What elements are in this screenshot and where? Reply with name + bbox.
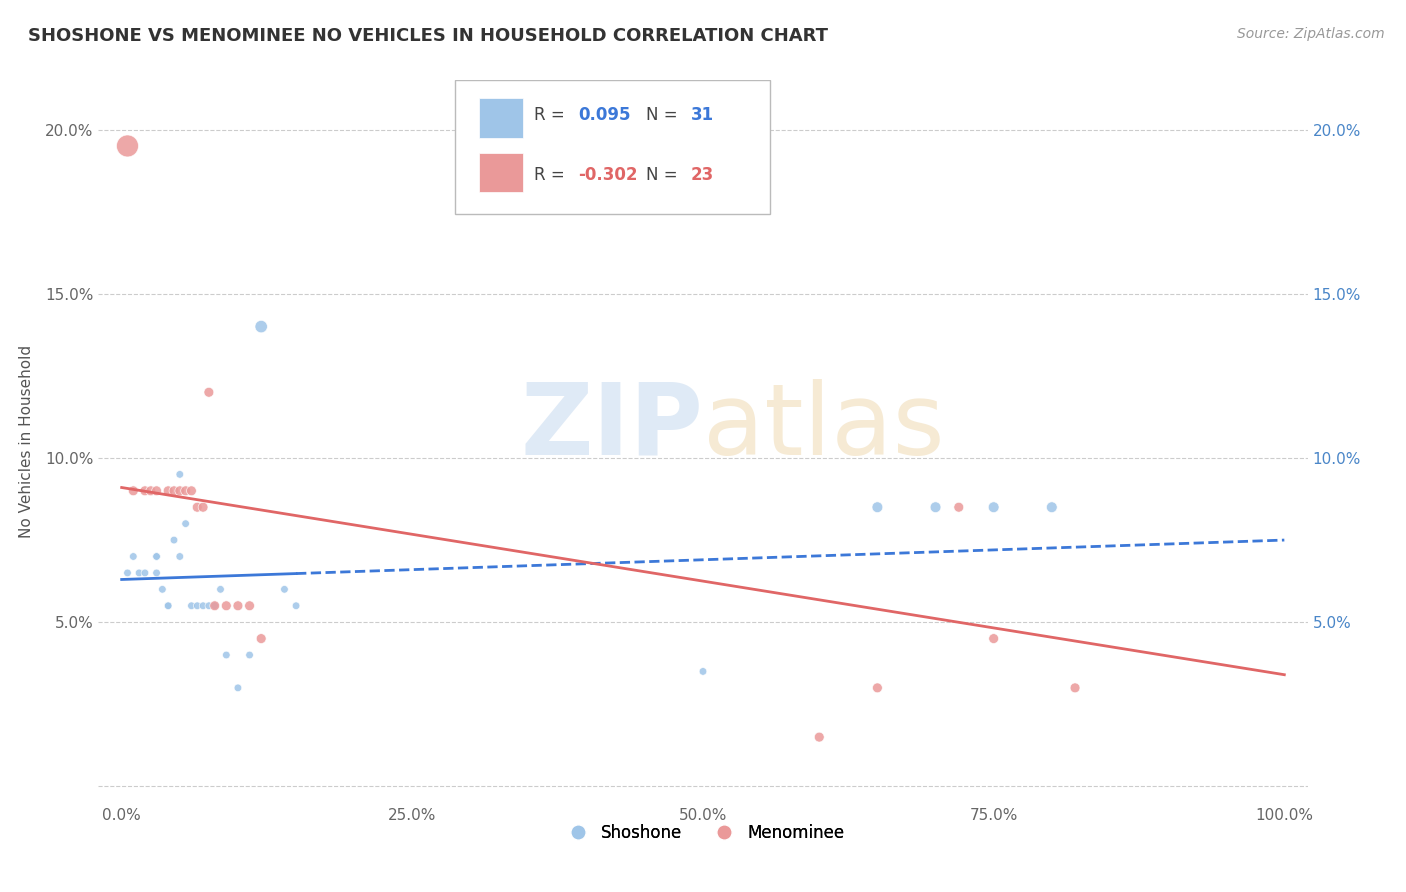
- Text: ZIP: ZIP: [520, 378, 703, 475]
- Point: [692, 665, 714, 679]
- Point: [204, 599, 226, 613]
- Text: atlas: atlas: [703, 378, 945, 475]
- Point: [157, 599, 180, 613]
- Point: [866, 500, 889, 515]
- Point: [198, 385, 221, 400]
- Text: 23: 23: [690, 166, 714, 184]
- Point: [239, 599, 262, 613]
- Point: [924, 500, 946, 515]
- Point: [209, 582, 232, 597]
- Point: [250, 319, 273, 334]
- Point: [169, 467, 191, 482]
- Point: [150, 582, 173, 597]
- Point: [273, 582, 295, 597]
- Point: [983, 632, 1005, 646]
- Point: [157, 483, 180, 498]
- Point: [117, 566, 139, 580]
- Point: [145, 549, 167, 564]
- FancyBboxPatch shape: [479, 98, 523, 138]
- Point: [983, 500, 1005, 515]
- Point: [186, 500, 208, 515]
- Text: 0.095: 0.095: [578, 105, 631, 124]
- Text: 31: 31: [690, 105, 714, 124]
- Point: [226, 599, 249, 613]
- Point: [169, 483, 191, 498]
- Text: Source: ZipAtlas.com: Source: ZipAtlas.com: [1237, 27, 1385, 41]
- Point: [215, 648, 238, 662]
- Text: R =: R =: [534, 166, 569, 184]
- Text: N =: N =: [647, 105, 683, 124]
- Point: [285, 599, 308, 613]
- Point: [122, 549, 145, 564]
- Point: [191, 500, 214, 515]
- Point: [145, 549, 167, 564]
- Point: [866, 681, 889, 695]
- Point: [226, 681, 249, 695]
- Text: SHOSHONE VS MENOMINEE NO VEHICLES IN HOUSEHOLD CORRELATION CHART: SHOSHONE VS MENOMINEE NO VEHICLES IN HOU…: [28, 27, 828, 45]
- Point: [139, 483, 162, 498]
- Point: [180, 483, 202, 498]
- Point: [808, 730, 831, 744]
- Text: N =: N =: [647, 166, 683, 184]
- Point: [239, 648, 262, 662]
- FancyBboxPatch shape: [479, 153, 523, 193]
- Point: [163, 533, 186, 547]
- Point: [134, 566, 156, 580]
- Point: [180, 599, 202, 613]
- Point: [1040, 500, 1063, 515]
- Y-axis label: No Vehicles in Household: No Vehicles in Household: [20, 345, 34, 538]
- Point: [128, 566, 150, 580]
- Point: [174, 516, 197, 531]
- Point: [198, 599, 221, 613]
- Point: [1064, 681, 1087, 695]
- Legend: Shoshone, Menominee: Shoshone, Menominee: [554, 817, 852, 848]
- Point: [163, 483, 186, 498]
- Point: [157, 599, 180, 613]
- Text: -0.302: -0.302: [578, 166, 638, 184]
- Point: [186, 599, 208, 613]
- Point: [145, 483, 167, 498]
- Point: [169, 549, 191, 564]
- Point: [204, 599, 226, 613]
- Point: [122, 483, 145, 498]
- FancyBboxPatch shape: [456, 80, 769, 214]
- Point: [215, 599, 238, 613]
- Point: [250, 632, 273, 646]
- Point: [948, 500, 970, 515]
- Point: [117, 139, 139, 153]
- Point: [145, 566, 167, 580]
- Point: [134, 483, 156, 498]
- Point: [174, 483, 197, 498]
- Point: [191, 599, 214, 613]
- Text: R =: R =: [534, 105, 569, 124]
